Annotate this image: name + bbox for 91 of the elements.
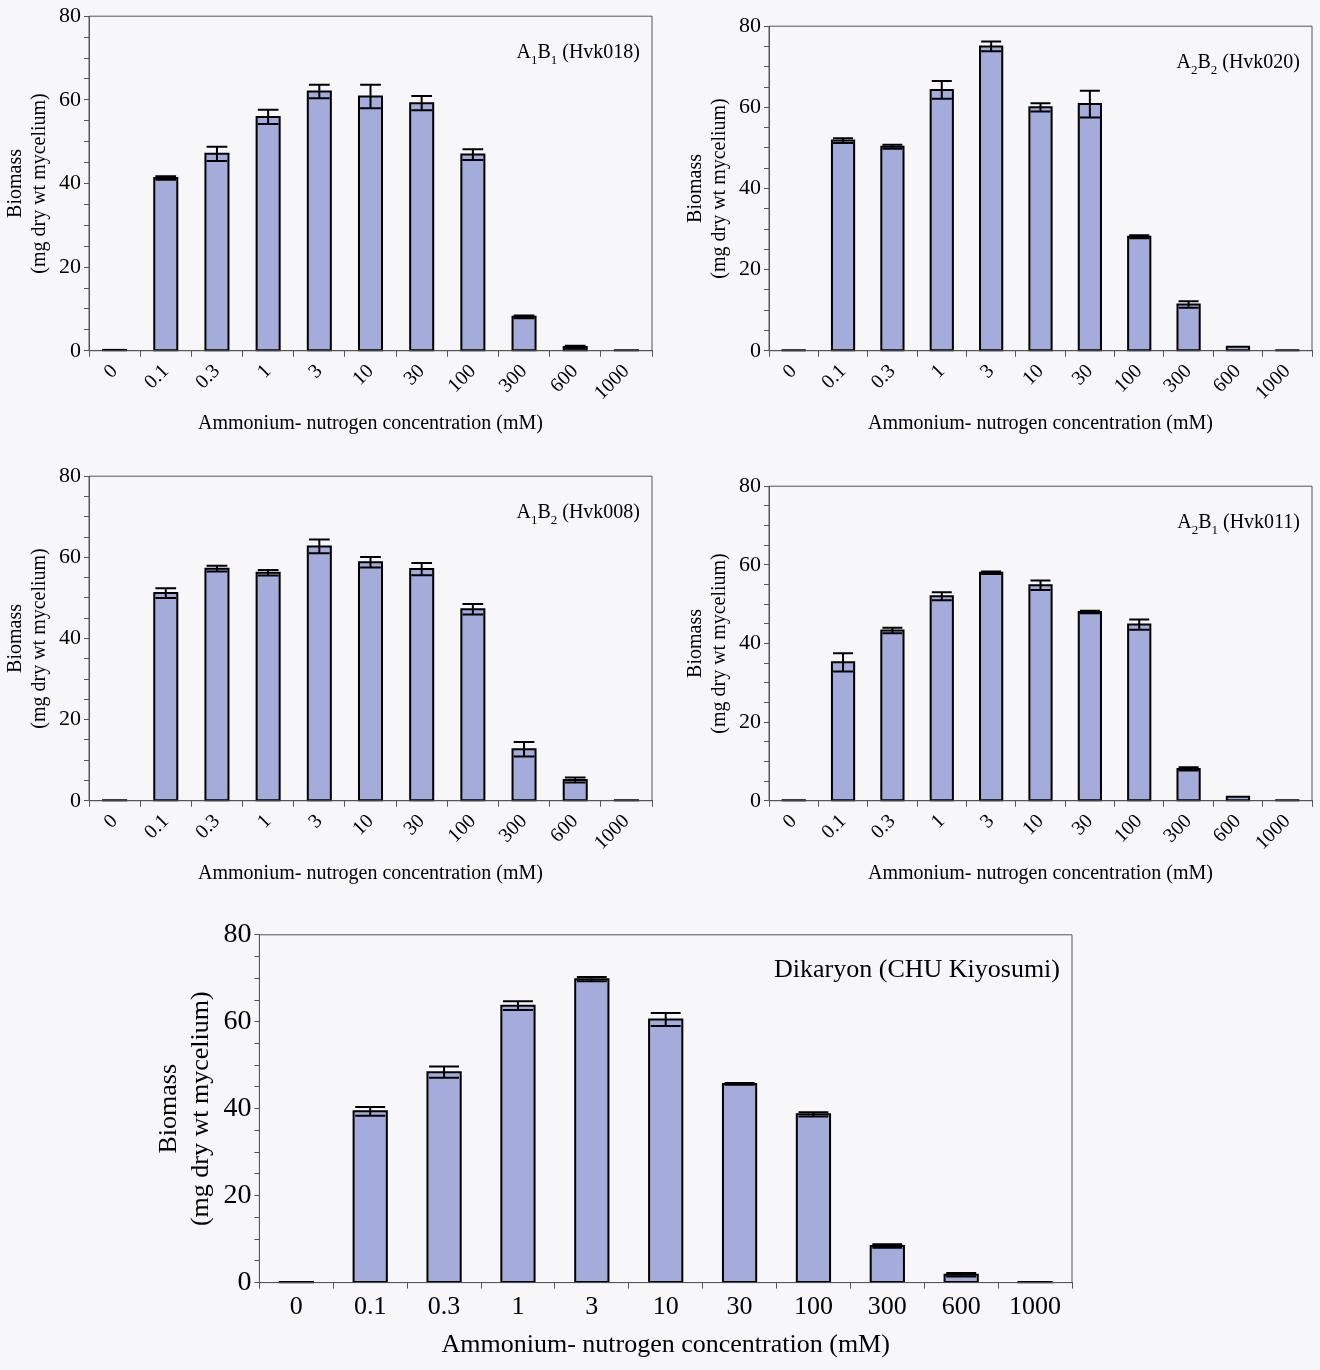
x-tick-label: 100 — [793, 1291, 833, 1321]
x-tick-label: 300 — [1158, 809, 1196, 846]
x-tick-label: 0.1 — [139, 359, 173, 393]
x-tick-label: 300 — [493, 809, 531, 846]
x-tick-label: 600 — [1207, 809, 1245, 846]
x-tick-label: 300 — [867, 1291, 907, 1321]
x-tick-label: 600 — [1207, 359, 1245, 396]
x-tick-label: 30 — [1066, 359, 1097, 389]
y-tick-label: 80 — [59, 461, 81, 487]
x-tick-label: 0 — [98, 809, 122, 832]
x-tick-label: 1 — [925, 809, 949, 832]
x-tick-label: 1 — [925, 359, 949, 382]
x-tick-label: 600 — [545, 809, 582, 846]
x-tick-label: 1 — [252, 359, 275, 382]
x-axis-title: Ammonium- nutrogen concentration (mM) — [198, 861, 543, 885]
y-tick-label: 60 — [59, 543, 81, 569]
x-tick-label: 0.3 — [427, 1291, 461, 1321]
x-tick-label: 30 — [1066, 809, 1097, 839]
x-tick-label: 0.1 — [816, 359, 850, 393]
x-tick-label: 300 — [493, 359, 531, 396]
x-tick-label: 3 — [975, 359, 998, 382]
x-tick-label: 1000 — [589, 359, 633, 404]
x-tick-label: 0 — [777, 809, 801, 832]
y-axis-title: Biomass (mg dry wt mycelium) — [683, 98, 731, 279]
y-tick-label: 40 — [59, 624, 81, 650]
x-tick-label: 1000 — [1250, 809, 1294, 854]
y-tick-label: 60 — [739, 93, 761, 119]
x-tick-label: 1 — [252, 809, 275, 832]
y-tick-label: 60 — [223, 1004, 252, 1036]
y-tick-label: 80 — [739, 471, 761, 497]
y-tick-label: 60 — [59, 85, 81, 111]
y-tick-label: 80 — [59, 1, 81, 27]
y-tick-label: 80 — [739, 11, 761, 37]
x-tick-label: 1000 — [589, 809, 633, 854]
x-tick-label: 0.1 — [139, 809, 173, 843]
x-tick-label: 10 — [347, 359, 378, 389]
x-tick-label: 1 — [511, 1291, 525, 1321]
y-tick-label: 40 — [739, 174, 761, 200]
x-tick-label: 10 — [1017, 809, 1048, 839]
x-tick-label: 100 — [442, 359, 480, 396]
x-tick-label: 0 — [98, 359, 122, 382]
x-axis-title: Ammonium- nutrogen concentration (mM) — [441, 1329, 890, 1359]
y-tick-label: 40 — [223, 1091, 252, 1123]
x-tick-label: 0.3 — [865, 359, 899, 393]
y-tick-label: 20 — [739, 255, 761, 281]
y-tick-label: 40 — [739, 629, 761, 655]
x-tick-label: 0.1 — [816, 809, 850, 843]
y-tick-label: 20 — [739, 707, 761, 733]
x-tick-label: 0.3 — [190, 359, 224, 393]
x-tick-label: 30 — [726, 1291, 753, 1321]
y-axis-title: Biomass (mg dry wt mycelium) — [3, 548, 51, 729]
x-tick-label: 0 — [777, 359, 801, 382]
x-tick-label: 3 — [585, 1291, 599, 1321]
x-tick-label: 10 — [347, 809, 378, 839]
x-tick-label: 10 — [652, 1291, 679, 1321]
x-axis-title: Ammonium- nutrogen concentration (mM) — [868, 411, 1213, 435]
y-tick-label: 80 — [223, 917, 252, 949]
y-tick-label: 0 — [70, 336, 81, 362]
x-tick-label: 3 — [975, 809, 998, 832]
x-tick-label: 600 — [545, 359, 582, 396]
x-tick-label: 1000 — [1009, 1291, 1062, 1321]
y-tick-label: 20 — [59, 252, 81, 278]
y-axis-title: Biomass (mg dry wt mycelium) — [3, 93, 51, 274]
y-tick-label: 0 — [237, 1264, 252, 1296]
y-tick-label: 0 — [70, 786, 81, 812]
x-tick-label: 0.3 — [865, 809, 899, 843]
y-tick-label: 0 — [750, 336, 761, 362]
x-tick-label: 100 — [442, 809, 480, 846]
x-tick-label: 30 — [398, 809, 429, 839]
x-tick-label: 1000 — [1250, 359, 1294, 404]
y-tick-label: 0 — [750, 786, 761, 812]
x-tick-label: 30 — [398, 359, 429, 389]
y-tick-label: 20 — [59, 705, 81, 731]
x-tick-label: 3 — [303, 359, 326, 382]
y-tick-label: 20 — [223, 1178, 252, 1210]
x-tick-label: 300 — [1158, 359, 1196, 396]
x-axis-title: Ammonium- nutrogen concentration (mM) — [868, 861, 1213, 885]
x-tick-label: 3 — [303, 809, 326, 832]
x-tick-label: 100 — [1109, 359, 1146, 396]
annotation: Dikaryon (CHU Kiyosumi) — [774, 953, 1061, 983]
y-axis-title: Biomass (mg dry wt mycelium) — [683, 553, 731, 734]
y-axis-title: Biomass (mg dry wt mycelium) — [153, 991, 214, 1227]
x-tick-label: 0.3 — [190, 809, 224, 843]
x-tick-label: 10 — [1017, 359, 1048, 389]
y-tick-label: 40 — [59, 169, 81, 195]
x-tick-label: 600 — [941, 1291, 981, 1321]
x-tick-label: 0.1 — [353, 1291, 387, 1321]
x-tick-label: 100 — [1109, 809, 1146, 846]
y-tick-label: 60 — [739, 550, 761, 576]
x-axis-title: Ammonium- nutrogen concentration (mM) — [198, 411, 543, 435]
x-tick-label: 0 — [289, 1291, 303, 1321]
